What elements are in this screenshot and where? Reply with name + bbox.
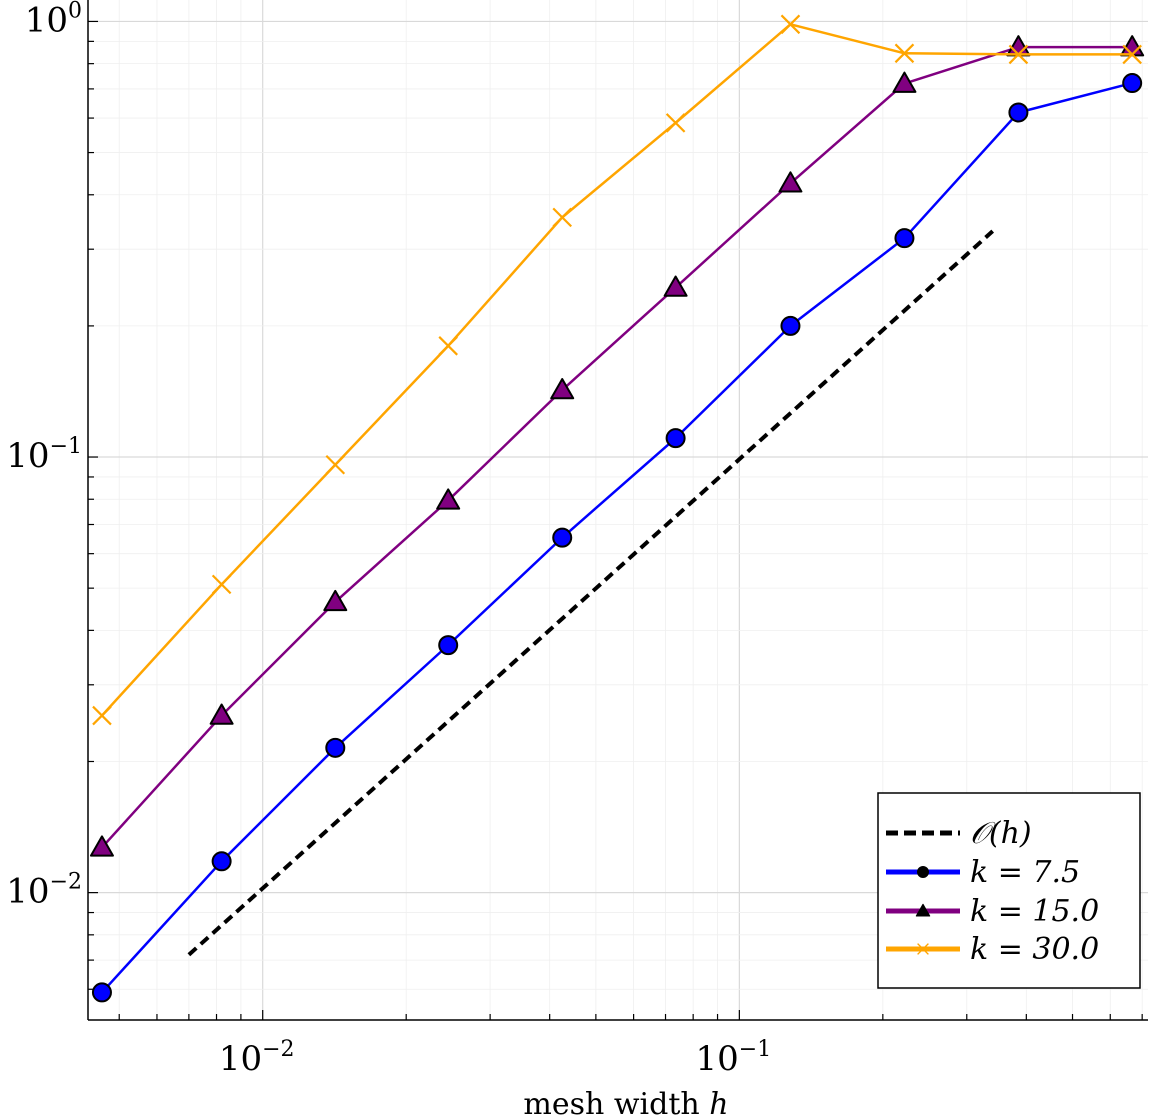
- data-point: [1008, 102, 1029, 123]
- series-k-7-5: [91, 73, 1143, 1003]
- reference-line-O-h: [187, 229, 995, 957]
- legend-marker: [916, 865, 929, 878]
- series-k-30-0: [92, 14, 1142, 726]
- series: [89, 14, 1145, 1003]
- x-axis-title: mesh width h: [523, 1087, 728, 1120]
- data-point: [778, 171, 803, 193]
- data-point: [892, 71, 917, 93]
- data-point: [92, 705, 112, 726]
- legend-label: k = 15.0: [970, 894, 1099, 929]
- data-point: [780, 14, 801, 35]
- data-point: [894, 43, 915, 64]
- legend-label: k = 30.0: [970, 932, 1099, 967]
- legend-entry: 𝒪(h): [886, 816, 1032, 851]
- x-tick-label: 10−2: [219, 1037, 295, 1079]
- series-line: [101, 23, 1133, 717]
- data-point: [436, 488, 461, 510]
- legend-marker: [917, 943, 929, 955]
- series-line: [101, 81, 1133, 994]
- data-point: [552, 207, 573, 228]
- data-point: [211, 851, 232, 872]
- y-tick-label: 10−1: [6, 434, 82, 476]
- data-point: [325, 454, 346, 475]
- data-point: [780, 315, 801, 336]
- legend-entry: k = 15.0: [886, 894, 1099, 929]
- data-point: [894, 228, 915, 249]
- series-line: [101, 45, 1133, 849]
- legend-label: k = 7.5: [970, 855, 1080, 890]
- legend-entry: k = 30.0: [886, 932, 1099, 967]
- y-tick-label: 10−2: [6, 870, 82, 912]
- legend-box: [877, 792, 1141, 989]
- data-point: [89, 835, 114, 857]
- data-point: [1122, 73, 1143, 94]
- data-point: [665, 113, 686, 133]
- data-point: [323, 589, 348, 612]
- data-point: [1008, 44, 1029, 65]
- y-tick-label: 100: [25, 0, 82, 40]
- data-point: [663, 275, 688, 297]
- series-k-15-0: [89, 35, 1145, 857]
- data-point: [438, 635, 459, 656]
- data-point: [209, 703, 234, 725]
- x-tick-label: 10−1: [696, 1037, 772, 1079]
- data-point: [550, 378, 575, 400]
- data-point: [665, 428, 686, 449]
- legend-label: 𝒪(h): [970, 816, 1032, 851]
- data-point: [552, 527, 573, 548]
- legend-entry: k = 7.5: [886, 855, 1080, 890]
- legend-marker: [915, 903, 931, 917]
- legend: 𝒪(h) k = 7.5 k = 15.0k = 30.0: [877, 792, 1141, 989]
- data-point: [1122, 44, 1142, 65]
- data-point: [438, 336, 458, 356]
- data-point: [325, 737, 346, 758]
- axes: 10−2 10−1 10−2 10−1 100 mesh width h: [6, 0, 1148, 1120]
- data-point: [211, 574, 232, 595]
- data-point: [91, 982, 112, 1003]
